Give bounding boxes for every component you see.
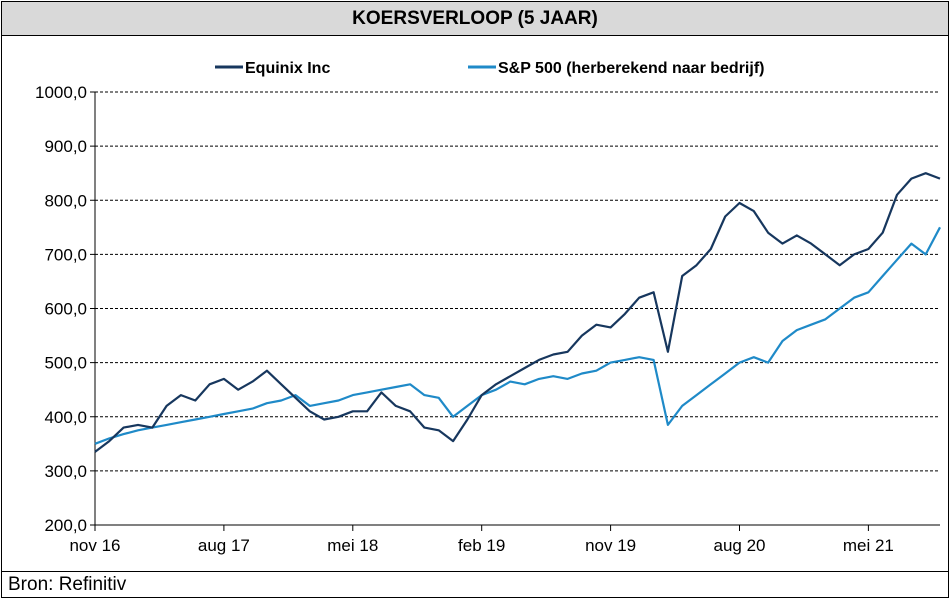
x-tick-label: nov 19 <box>585 536 636 555</box>
series-line-sp500 <box>94 226 941 445</box>
x-axis: nov 16 aug 17 mei 18 feb 19 nov 19 aug 20 mei … <box>69 524 940 555</box>
y-tick-label: 500,0 <box>44 354 87 373</box>
y-tick-label: 900,0 <box>44 137 87 156</box>
y-tick-label: 200,0 <box>44 516 87 535</box>
x-tick-label: mei 21 <box>843 536 894 555</box>
x-tick-label: aug 20 <box>713 536 765 555</box>
x-tick-label: aug 17 <box>198 536 250 555</box>
y-tick-label: 800,0 <box>44 191 87 210</box>
grid-lines <box>95 91 940 472</box>
line-chart: 200,0 300,0 400,0 500,0 600,0 700,0 800,0 900,0… <box>35 60 941 555</box>
y-tick-label: 400,0 <box>44 408 87 427</box>
legend-label: Equinix Inc <box>245 60 330 77</box>
series-line-equinix <box>94 172 941 453</box>
y-tick-label: 600,0 <box>44 300 87 319</box>
legend-label: S&P 500 (herberekend naar bedrijf) <box>498 60 764 77</box>
source-note: Bron: Refinitiv <box>2 571 948 597</box>
legend: Equinix Inc S&P 500 (herberekend naar bed… <box>215 60 764 77</box>
x-tick-label: feb 19 <box>458 536 505 555</box>
y-tick-label: 300,0 <box>44 462 87 481</box>
y-tick-label: 700,0 <box>44 245 87 264</box>
y-tick-label: 1000,0 <box>35 83 87 102</box>
y-axis: 200,0 300,0 400,0 500,0 600,0 700,0 800,0 900,0… <box>35 83 96 535</box>
series-group <box>94 172 941 453</box>
x-tick-label: nov 16 <box>69 536 120 555</box>
x-tick-label: mei 18 <box>327 536 378 555</box>
chart-title: KOERSVERLOOP (5 JAAR) <box>2 2 948 36</box>
